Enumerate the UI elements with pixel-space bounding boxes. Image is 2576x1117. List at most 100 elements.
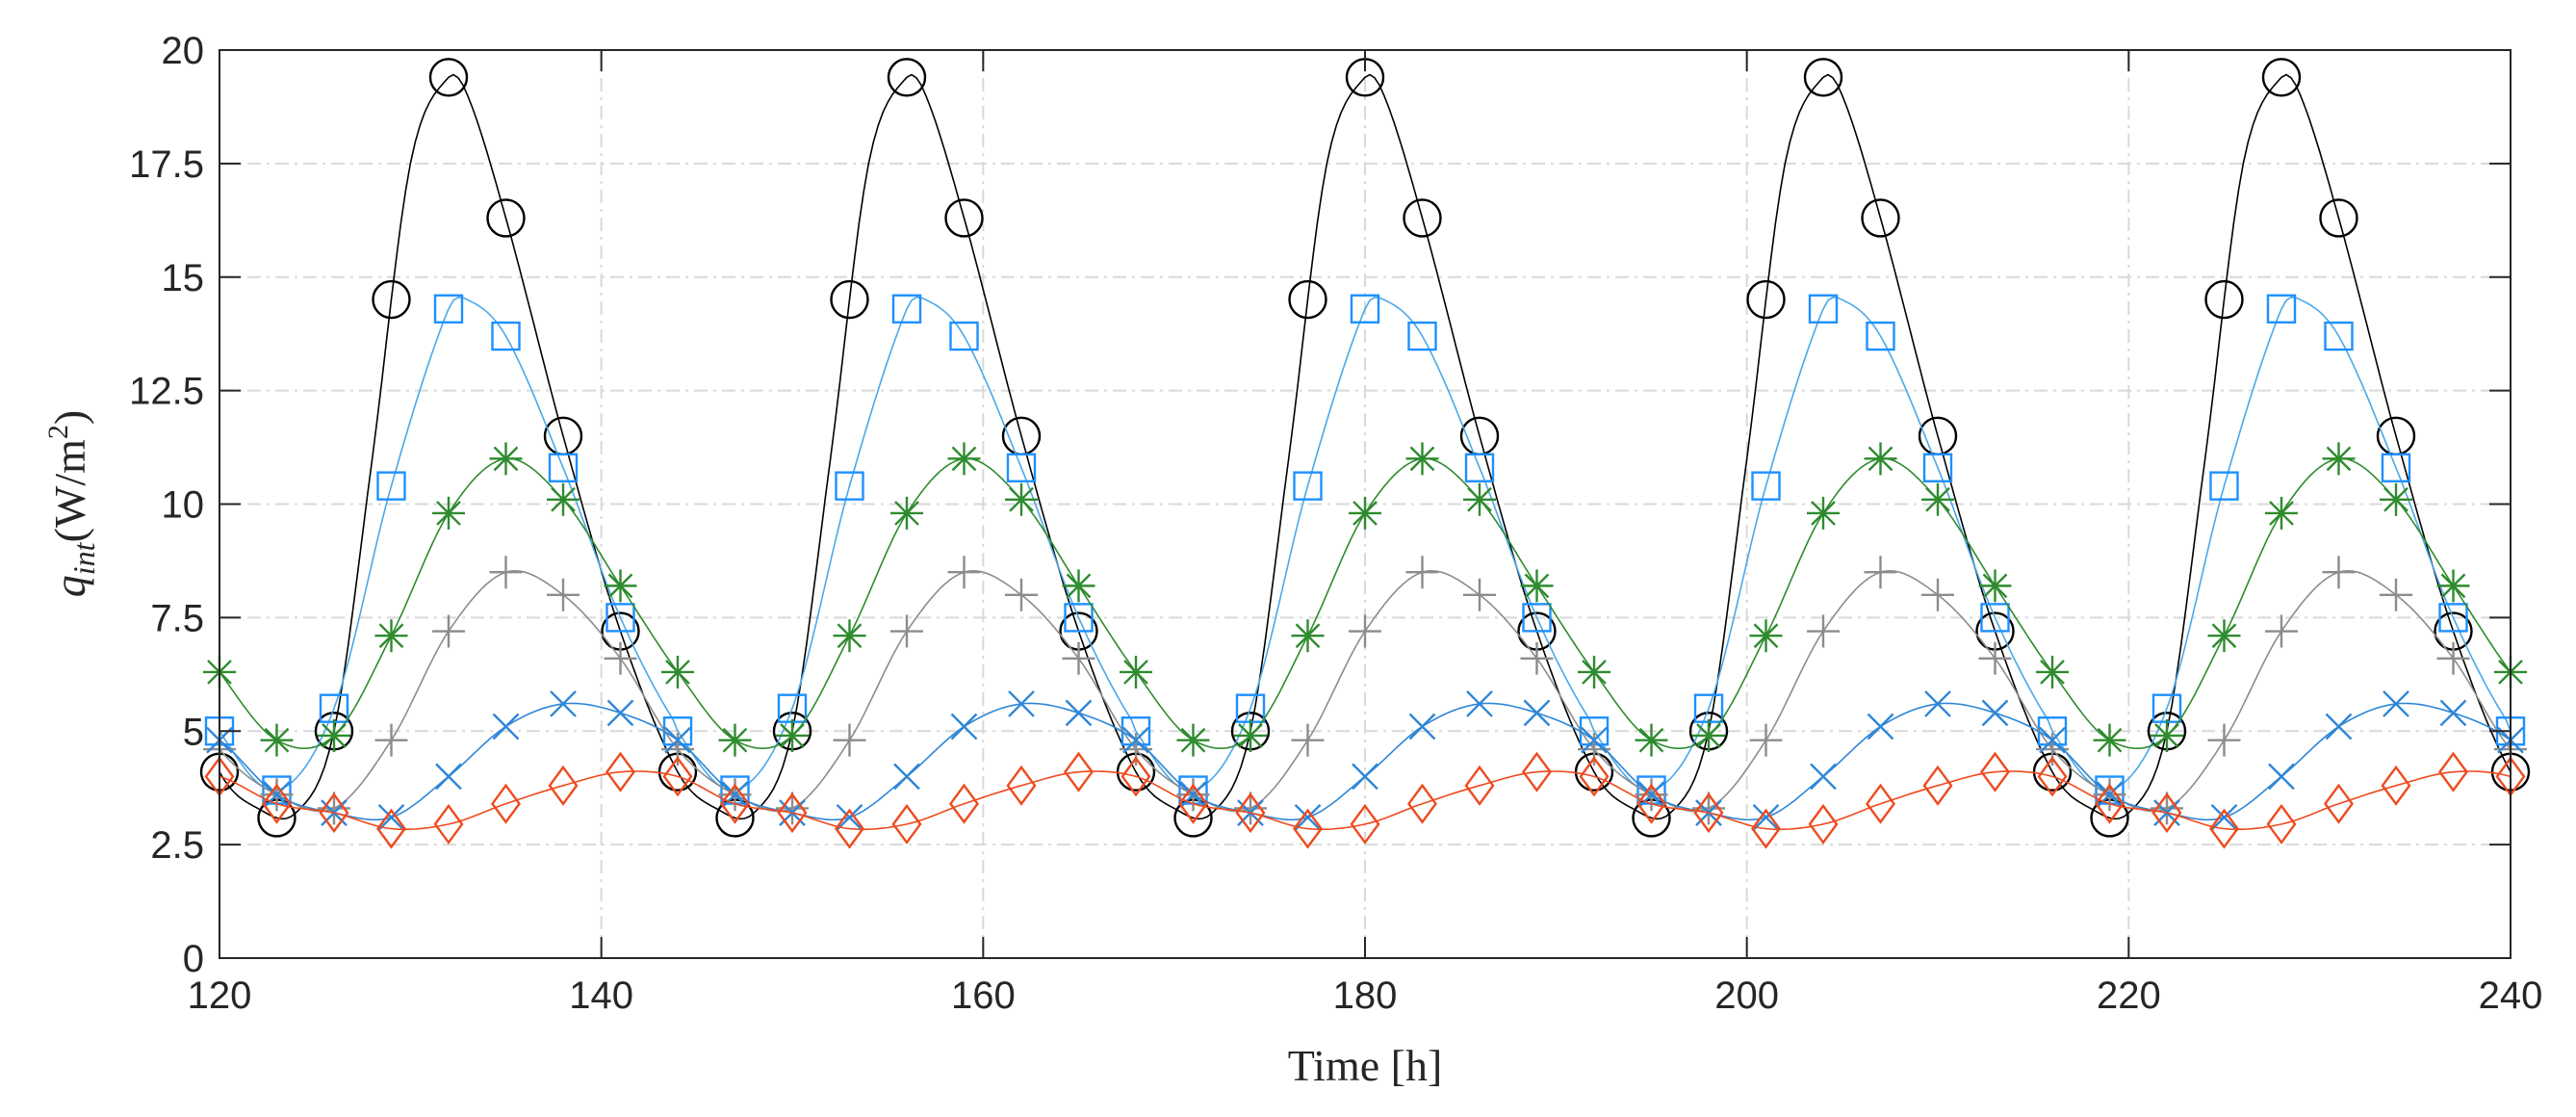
data-point-square bbox=[491, 321, 521, 351]
data-point-plus bbox=[890, 614, 923, 648]
data-point-square bbox=[891, 294, 922, 324]
data-point-square bbox=[2438, 603, 2468, 633]
data-point-square bbox=[1350, 294, 1380, 324]
data-point-asterisk bbox=[2436, 569, 2470, 603]
data-point-asterisk bbox=[2207, 619, 2241, 653]
y-tick-label: 7.5 bbox=[150, 597, 204, 639]
data-point-diamond bbox=[605, 751, 635, 792]
data-point-asterisk bbox=[2151, 718, 2183, 752]
y-tick-label: 12.5 bbox=[129, 371, 204, 413]
data-point-diamond bbox=[2266, 803, 2297, 844]
data-point-diamond bbox=[1006, 765, 1037, 806]
x-axis-title: Time [h] bbox=[1288, 1041, 1443, 1090]
data-point-diamond bbox=[1922, 765, 1953, 806]
data-point-circle bbox=[2261, 58, 2302, 97]
data-point-x bbox=[1752, 803, 1780, 831]
y-axis-title: qint(W/m2) bbox=[42, 410, 101, 597]
data-point-plus bbox=[1921, 578, 1954, 611]
data-point-x bbox=[1523, 699, 1551, 727]
data-point-square bbox=[1980, 603, 2010, 633]
data-point-circle bbox=[2319, 198, 2358, 238]
data-point-x bbox=[1352, 763, 1378, 791]
data-point-asterisk bbox=[1405, 442, 1439, 476]
data-point-x bbox=[263, 781, 291, 809]
data-point-diamond bbox=[2095, 783, 2125, 824]
data-point-plus bbox=[1463, 578, 1496, 611]
data-point-circle bbox=[1403, 198, 1442, 238]
data-point-plus bbox=[489, 556, 523, 589]
data-point-diamond bbox=[835, 808, 864, 849]
data-point-plus bbox=[2380, 578, 2412, 611]
y-tick-label: 17.5 bbox=[129, 143, 204, 186]
data-point-square bbox=[1407, 321, 1437, 351]
data-point-x bbox=[950, 713, 978, 740]
data-point-square bbox=[376, 471, 406, 501]
data-point-asterisk bbox=[2322, 442, 2356, 476]
data-point-asterisk bbox=[547, 482, 580, 516]
data-point-plus bbox=[547, 578, 580, 611]
series-line-square bbox=[219, 296, 2512, 792]
data-point-asterisk bbox=[1635, 723, 1668, 757]
data-point-square bbox=[1522, 603, 1552, 633]
data-point-diamond bbox=[1235, 792, 1266, 834]
data-point-asterisk bbox=[318, 718, 350, 752]
data-point-asterisk bbox=[776, 718, 809, 752]
data-point-asterisk bbox=[260, 723, 294, 757]
data-point-circle bbox=[1861, 198, 1900, 238]
data-point-x bbox=[2039, 726, 2066, 754]
data-point-asterisk bbox=[374, 619, 408, 653]
data-point-asterisk bbox=[1176, 723, 1210, 757]
data-point-plus bbox=[2322, 556, 2356, 589]
data-point-asterisk bbox=[1578, 655, 1610, 688]
data-point-asterisk bbox=[718, 723, 752, 757]
data-point-square bbox=[1866, 321, 1895, 351]
y-axis-title-unit: (W/m bbox=[45, 439, 94, 543]
data-point-asterisk bbox=[2380, 482, 2412, 516]
data-point-x bbox=[377, 803, 405, 831]
series-asterisk bbox=[203, 442, 2527, 757]
data-point-square bbox=[1293, 471, 1323, 501]
y-tick-label: 2.5 bbox=[150, 824, 204, 867]
data-point-square bbox=[2324, 321, 2354, 351]
data-point-diamond bbox=[1121, 756, 1151, 797]
data-point-asterisk bbox=[2036, 655, 2069, 688]
data-point-square bbox=[2381, 453, 2411, 482]
data-point-x bbox=[664, 726, 691, 754]
data-point-plus bbox=[1749, 723, 1783, 757]
data-point-asterisk bbox=[432, 496, 465, 530]
data-point-x bbox=[1408, 713, 1436, 740]
data-point-x bbox=[1810, 763, 1837, 791]
data-point-x bbox=[721, 781, 749, 809]
data-point-asterisk bbox=[661, 655, 694, 688]
data-point-asterisk bbox=[1120, 655, 1152, 688]
y-tick-label: 15 bbox=[162, 257, 205, 299]
data-point-x bbox=[836, 803, 863, 831]
data-point-plus bbox=[1062, 641, 1095, 675]
data-point-x bbox=[1065, 699, 1093, 727]
data-point-asterisk bbox=[890, 496, 923, 530]
x-tick-label: 160 bbox=[951, 974, 1016, 1017]
data-point-asterisk bbox=[1234, 718, 1267, 752]
data-point-diamond bbox=[376, 808, 406, 849]
data-point-x bbox=[1637, 781, 1665, 809]
data-point-x bbox=[1008, 690, 1035, 717]
data-point-diamond bbox=[2381, 765, 2411, 806]
data-point-diamond bbox=[1178, 783, 1208, 824]
data-point-plus bbox=[2265, 614, 2298, 648]
series-line-diamond bbox=[219, 770, 2512, 831]
data-point-asterisk bbox=[2265, 496, 2298, 530]
data-point-diamond bbox=[491, 783, 521, 824]
data-point-x bbox=[2383, 690, 2409, 717]
data-point-x bbox=[492, 713, 520, 740]
y-tick-label: 20 bbox=[162, 30, 205, 72]
data-point-asterisk bbox=[1864, 442, 1897, 476]
data-point-diamond bbox=[1522, 751, 1552, 792]
data-point-diamond bbox=[777, 792, 808, 834]
y-axis-title-superscript: 2 bbox=[42, 425, 74, 439]
data-point-x bbox=[2210, 803, 2238, 831]
data-point-square bbox=[2209, 471, 2239, 501]
data-point-asterisk bbox=[604, 569, 637, 603]
data-point-plus bbox=[833, 723, 866, 757]
data-point-asterisk bbox=[1978, 569, 2012, 603]
data-point-diamond bbox=[1866, 783, 1895, 824]
